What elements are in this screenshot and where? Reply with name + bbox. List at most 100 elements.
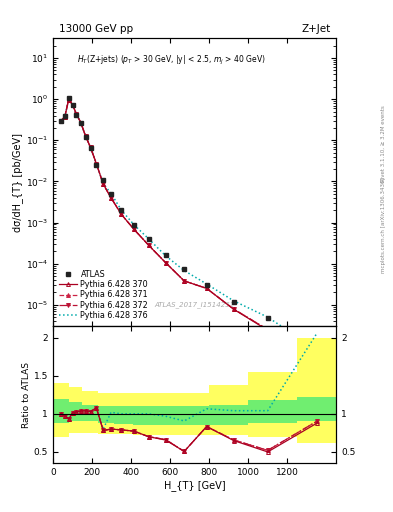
ATLAS — [314, 359, 319, 366]
Pythia 6.428 376 — [88, 144, 93, 151]
Pythia 6.428 371 — [163, 260, 168, 266]
Pythia 6.428 372 — [314, 361, 319, 367]
ATLAS — [101, 177, 106, 183]
ATLAS — [79, 120, 83, 126]
Pythia 6.428 372 — [88, 144, 93, 151]
Line: Pythia 6.428 372: Pythia 6.428 372 — [59, 98, 318, 366]
ATLAS — [146, 236, 151, 242]
Pythia 6.428 376 — [163, 253, 168, 259]
Pythia 6.428 376 — [204, 281, 209, 287]
Pythia 6.428 371 — [59, 118, 63, 124]
Pythia 6.428 371 — [94, 161, 99, 167]
Pythia 6.428 370 — [265, 327, 270, 333]
Pythia 6.428 376 — [182, 267, 187, 273]
ATLAS — [132, 222, 136, 228]
Pythia 6.428 372 — [146, 242, 151, 248]
Pythia 6.428 371 — [314, 361, 319, 367]
Pythia 6.428 376 — [74, 111, 79, 117]
Pythia 6.428 370 — [79, 119, 83, 125]
Pythia 6.428 376 — [70, 102, 75, 108]
Pythia 6.428 371 — [108, 195, 113, 201]
Pythia 6.428 376 — [265, 314, 270, 320]
Pythia 6.428 372 — [108, 195, 113, 201]
Pythia 6.428 376 — [119, 207, 124, 213]
Pythia 6.428 371 — [182, 278, 187, 284]
Pythia 6.428 370 — [59, 118, 63, 124]
Pythia 6.428 371 — [79, 119, 83, 125]
Pythia 6.428 376 — [314, 347, 319, 353]
Pythia 6.428 376 — [108, 190, 113, 197]
Y-axis label: dσ/dH_{T} [pb/GeV]: dσ/dH_{T} [pb/GeV] — [12, 133, 23, 232]
Pythia 6.428 372 — [79, 119, 83, 125]
Pythia 6.428 372 — [163, 260, 168, 266]
Pythia 6.428 370 — [204, 285, 209, 291]
Pythia 6.428 370 — [62, 114, 67, 120]
Pythia 6.428 372 — [101, 181, 106, 187]
Pythia 6.428 370 — [94, 161, 99, 167]
ATLAS — [204, 282, 209, 288]
ATLAS — [108, 190, 113, 197]
Pythia 6.428 376 — [146, 236, 151, 242]
Text: ATLAS_2017_I1514251: ATLAS_2017_I1514251 — [154, 301, 235, 308]
Pythia 6.428 370 — [66, 96, 71, 102]
Pythia 6.428 371 — [231, 306, 236, 312]
Pythia 6.428 370 — [314, 361, 319, 368]
Pythia 6.428 376 — [79, 119, 83, 125]
Pythia 6.428 376 — [132, 222, 136, 228]
Pythia 6.428 371 — [70, 102, 75, 108]
Pythia 6.428 371 — [132, 226, 136, 232]
Pythia 6.428 372 — [94, 161, 99, 167]
Pythia 6.428 371 — [66, 96, 71, 102]
Pythia 6.428 372 — [182, 278, 187, 284]
Pythia 6.428 372 — [265, 327, 270, 333]
Pythia 6.428 371 — [62, 114, 67, 120]
Pythia 6.428 372 — [231, 306, 236, 312]
Pythia 6.428 376 — [62, 114, 67, 120]
Pythia 6.428 370 — [146, 242, 151, 248]
Line: Pythia 6.428 371: Pythia 6.428 371 — [59, 98, 318, 366]
ATLAS — [182, 266, 187, 272]
Text: $H_T$(Z+jets) ($p_T$ > 30 GeV, |y| < 2.5, $m_j$ > 40 GeV): $H_T$(Z+jets) ($p_T$ > 30 GeV, |y| < 2.5… — [77, 54, 266, 68]
Pythia 6.428 372 — [204, 285, 209, 291]
Text: Rivet 3.1.10, ≥ 3.2M events: Rivet 3.1.10, ≥ 3.2M events — [381, 105, 386, 182]
Y-axis label: Ratio to ATLAS: Ratio to ATLAS — [22, 362, 31, 428]
ATLAS — [163, 252, 168, 259]
Pythia 6.428 371 — [119, 211, 124, 218]
Pythia 6.428 376 — [83, 133, 88, 139]
Pythia 6.428 371 — [265, 327, 270, 333]
ATLAS — [59, 118, 63, 124]
Pythia 6.428 376 — [94, 161, 99, 167]
Pythia 6.428 370 — [163, 260, 168, 266]
Pythia 6.428 370 — [70, 102, 75, 108]
Pythia 6.428 370 — [83, 133, 88, 139]
Pythia 6.428 370 — [132, 226, 136, 232]
ATLAS — [265, 315, 270, 321]
ATLAS — [119, 207, 124, 213]
Pythia 6.428 372 — [70, 102, 75, 108]
Pythia 6.428 372 — [62, 114, 67, 120]
Line: Pythia 6.428 370: Pythia 6.428 370 — [59, 98, 318, 367]
Pythia 6.428 372 — [119, 211, 124, 218]
Pythia 6.428 376 — [59, 118, 63, 124]
Pythia 6.428 372 — [66, 96, 71, 102]
Text: Z+Jet: Z+Jet — [301, 24, 331, 34]
Legend: ATLAS, Pythia 6.428 370, Pythia 6.428 371, Pythia 6.428 372, Pythia 6.428 376: ATLAS, Pythia 6.428 370, Pythia 6.428 37… — [57, 268, 151, 322]
Line: Pythia 6.428 376: Pythia 6.428 376 — [61, 99, 316, 350]
X-axis label: H_{T} [GeV]: H_{T} [GeV] — [164, 480, 225, 491]
Pythia 6.428 370 — [182, 278, 187, 284]
ATLAS — [70, 102, 75, 108]
Pythia 6.428 372 — [83, 133, 88, 139]
Pythia 6.428 371 — [74, 111, 79, 117]
Pythia 6.428 371 — [83, 133, 88, 139]
Pythia 6.428 371 — [146, 242, 151, 248]
Pythia 6.428 371 — [88, 144, 93, 151]
Pythia 6.428 370 — [231, 306, 236, 312]
Pythia 6.428 370 — [101, 181, 106, 187]
ATLAS — [88, 145, 93, 151]
Pythia 6.428 370 — [108, 195, 113, 201]
ATLAS — [94, 162, 99, 168]
ATLAS — [62, 113, 67, 119]
Pythia 6.428 372 — [59, 118, 63, 124]
Pythia 6.428 371 — [204, 285, 209, 291]
Text: 13000 GeV pp: 13000 GeV pp — [59, 24, 133, 34]
